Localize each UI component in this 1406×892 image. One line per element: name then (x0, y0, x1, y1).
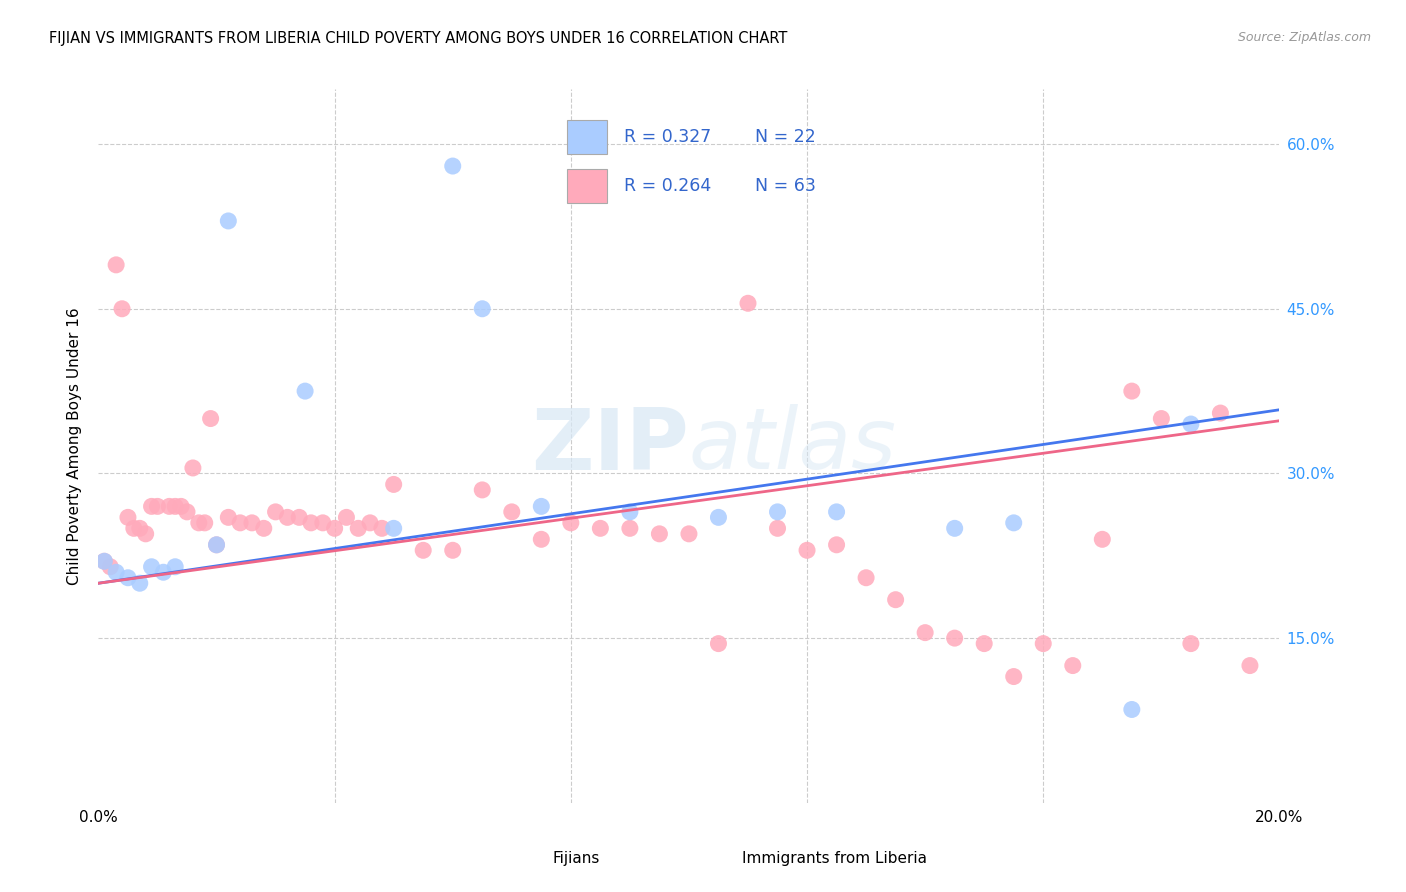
Point (412, 543, 434, 558)
Y-axis label: Child Poverty Among Boys Under 16: Child Poverty Among Boys Under 16 (67, 307, 83, 585)
Point (619, 521, 641, 535)
Point (1091, 533, 1114, 547)
Text: ZIP: ZIP (531, 404, 689, 488)
Point (707, 637, 730, 651)
Point (205, 538, 228, 552)
Point (170, 500, 193, 514)
Point (141, 559, 163, 574)
Point (766, 505, 789, 519)
Point (176, 505, 198, 519)
Point (382, 477, 405, 491)
Point (105, 258, 128, 272)
Point (1180, 637, 1202, 651)
Point (501, 505, 523, 519)
Point (796, 543, 818, 558)
Point (737, 296, 759, 310)
Point (253, 521, 276, 535)
Point (117, 510, 139, 524)
Point (240, 516, 263, 530)
Point (217, 214, 239, 228)
Point (93, 554, 115, 568)
Point (1002, 669, 1025, 683)
Point (146, 500, 169, 514)
Point (530, 500, 553, 514)
Point (1121, 702, 1143, 716)
Point (382, 521, 405, 535)
Point (1180, 417, 1202, 431)
Point (122, 521, 145, 535)
Point (165, 559, 187, 574)
Point (884, 592, 907, 607)
Point (141, 500, 163, 514)
Point (217, 510, 239, 524)
Point (1032, 637, 1054, 651)
Point (105, 566, 128, 580)
Point (157, 500, 180, 514)
Point (229, 516, 252, 530)
Point (825, 505, 848, 519)
Point (200, 411, 222, 425)
Text: Source: ZipAtlas.com: Source: ZipAtlas.com (1237, 31, 1371, 45)
Point (135, 526, 157, 541)
Point (1002, 516, 1025, 530)
Point (441, 159, 464, 173)
Point (93, 554, 115, 568)
Point (707, 510, 730, 524)
Point (288, 510, 311, 524)
Point (371, 521, 394, 535)
Point (560, 516, 582, 530)
Point (299, 516, 322, 530)
Point (205, 538, 228, 552)
Point (335, 510, 357, 524)
Point (1239, 658, 1261, 673)
Point (441, 543, 464, 558)
Point (128, 576, 150, 591)
Point (294, 384, 316, 398)
Text: FIJIAN VS IMMIGRANTS FROM LIBERIA CHILD POVERTY AMONG BOYS UNDER 16 CORRELATION : FIJIAN VS IMMIGRANTS FROM LIBERIA CHILD … (49, 31, 787, 46)
Point (323, 521, 346, 535)
Point (678, 526, 700, 541)
Text: atlas: atlas (689, 404, 897, 488)
Text: Fijians: Fijians (553, 852, 600, 866)
Point (619, 505, 641, 519)
Point (825, 538, 848, 552)
Text: Immigrants from Liberia: Immigrants from Liberia (742, 852, 928, 866)
Point (766, 521, 789, 535)
Point (973, 637, 995, 651)
Point (111, 301, 134, 316)
Point (1209, 406, 1232, 420)
Point (165, 500, 187, 514)
Point (264, 505, 287, 519)
Point (914, 625, 936, 640)
Point (194, 516, 217, 530)
Point (1121, 384, 1143, 398)
Point (117, 571, 139, 585)
Point (347, 521, 370, 535)
Point (943, 631, 966, 645)
Point (181, 461, 204, 475)
Point (855, 571, 877, 585)
Point (530, 533, 553, 547)
Point (128, 521, 150, 535)
Point (1150, 411, 1173, 425)
Point (1062, 658, 1084, 673)
Point (359, 516, 381, 530)
Point (152, 566, 174, 580)
Point (589, 521, 612, 535)
Point (98, 559, 121, 574)
Point (276, 510, 298, 524)
Point (648, 526, 671, 541)
Point (312, 516, 335, 530)
Point (943, 521, 966, 535)
Point (471, 483, 494, 497)
Point (471, 301, 494, 316)
Point (187, 516, 209, 530)
